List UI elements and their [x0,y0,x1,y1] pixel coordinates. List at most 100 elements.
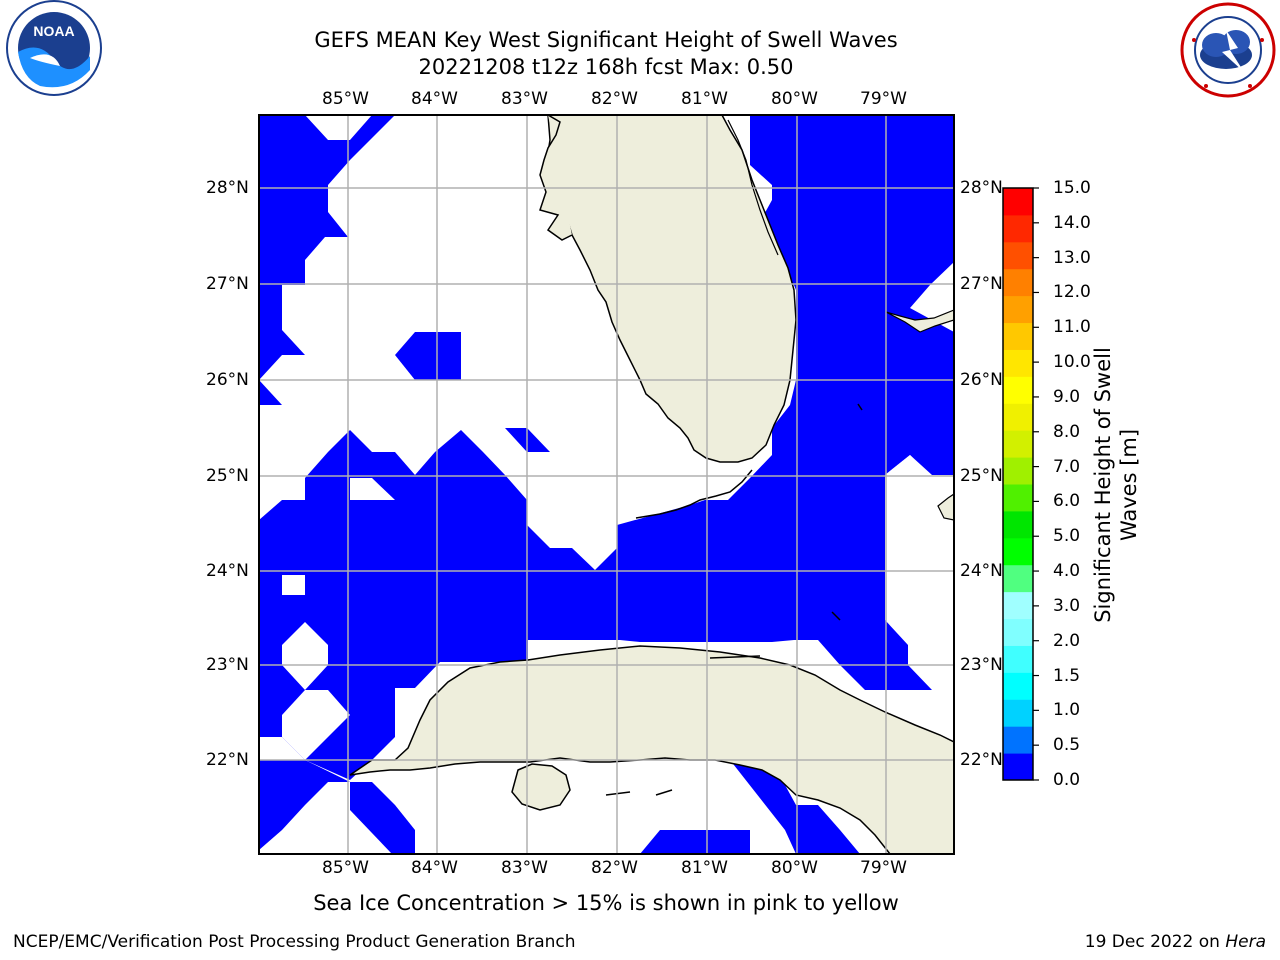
lon-label-bottom-82w: 82°W [591,858,638,878]
colorbar-tick-label: 1.5 [1053,665,1081,686]
colorbar-frame [1002,187,1034,781]
colorbar-tick-label: 9.0 [1053,386,1081,407]
colorbar-segment [1003,403,1033,431]
swell-region-east-atlantic [259,115,954,780]
colorbar-segment [1003,537,1033,566]
lat-label-left-26n: 26°N [206,370,249,390]
lat-label-right-28n: 28°N [960,178,1003,198]
colorbar-label-line1: Significant Height of Swell [1091,347,1115,623]
national-weather-service-logo [1180,2,1276,98]
chart-title-line2: 20221208 t12z 168h fcst Max: 0.50 [418,55,794,79]
lon-label-bottom-80w: 80°W [771,858,818,878]
svg-text:NOAA: NOAA [33,23,74,39]
florida-keys [635,469,753,519]
colorbar-segment [1003,188,1033,216]
colorbar-tick-label: 13.0 [1053,247,1091,268]
colorbar-segment [1003,295,1033,324]
lat-label-left-25n: 25°N [206,466,249,486]
swell-region-south-1 [259,760,350,850]
swell-region-north-tip [350,115,395,160]
small-cay-3 [605,791,631,796]
colorbar-segment [1003,241,1033,270]
lat-label-left-23n: 23°N [206,655,249,675]
colorbar-tick-label: 1.0 [1053,700,1081,721]
colorbar-segment [1003,376,1033,404]
lat-label-left-22n: 22°N [206,750,249,770]
lon-label-bottom-81w: 81°W [681,858,728,878]
swell-region-south-4 [730,760,860,854]
footer-host: Hera [1225,932,1266,952]
small-cay-2 [831,611,841,621]
cuba-landmass [349,645,954,854]
colorbar-tick-label: 5.0 [1053,526,1081,547]
lat-label-right-22n: 22°N [960,750,1003,770]
colorbar-tick-label: 6.0 [1053,491,1081,512]
lat-label-left-28n: 28°N [206,178,249,198]
lon-label-bottom-84w: 84°W [411,858,458,878]
colorbar-tick-label: 7.0 [1053,456,1081,477]
sea-ice-note: Sea Ice Concentration > 15% is shown in … [313,891,899,915]
noaa-logo: NOAA [6,0,102,96]
lon-label-top-82w: 82°W [591,89,638,109]
colorbar-tick-label: 10.0 [1053,352,1091,373]
colorbar-segment [1003,322,1033,350]
swell-region-south-3 [640,830,750,854]
chart-title-line1: GEFS MEAN Key West Significant Height of… [314,28,898,52]
colorbar-segment [1003,645,1033,673]
lon-label-top-83w: 83°W [501,89,548,109]
colorbar-tick-label: 3.0 [1053,595,1081,616]
colorbar-tick-label: 0.5 [1053,735,1081,756]
colorbar-segment [1003,699,1033,727]
colorbar-segment [1003,430,1033,458]
swell-region-south-2 [350,782,415,854]
colorbar-tick-label: 12.0 [1053,282,1091,303]
lat-label-right-27n: 27°N [960,274,1003,294]
swell-region-nw [259,115,350,380]
swell-field [259,115,954,854]
colorbar-segment [1003,214,1033,243]
colorbar-segment [1003,349,1033,377]
florida-landmass [545,115,797,463]
swell-region-west-edge [259,380,282,405]
footer-date: 19 Dec 2022 on Hera [1085,932,1266,952]
colorbar-tick-label: 4.0 [1053,561,1081,582]
lon-label-top-79w: 79°W [860,89,907,109]
colorbar-segment [1003,484,1033,512]
colorbar-tick-label: 15.0 [1053,178,1091,198]
small-cay-5 [709,655,761,659]
colorbar-tick-label: 14.0 [1053,212,1091,233]
colorbar-tick-label: 11.0 [1053,317,1091,338]
colorbar-segment [1003,672,1033,700]
colorbar-segment [1003,726,1033,754]
small-cay-1 [857,403,863,411]
bahamas-fragment-2 [937,493,954,521]
lat-label-left-24n: 24°N [206,561,249,581]
footer-producer: NCEP/EMC/Verification Post Processing Pr… [13,932,576,952]
small-cay-4 [655,789,673,796]
lat-label-right-24n: 24°N [960,561,1003,581]
colorbar-segment [1003,564,1033,593]
swell-region-island-patch [395,332,461,380]
colorbar-segment [1003,510,1033,539]
colorbar-label-line2: Waves [m] [1117,428,1141,542]
footer-date-text: 19 Dec 2022 on [1084,932,1226,952]
calm-water-holes [282,455,932,760]
colorbar-segment [1003,618,1033,646]
lat-label-left-27n: 27°N [206,274,249,294]
map-gridlines [259,115,954,854]
colorbar [1003,187,1039,781]
florida-panhandle-edge [539,115,573,241]
lon-label-top-84w: 84°W [411,89,458,109]
lon-label-top-85w: 85°W [322,89,369,109]
colorbar-tick-label: 2.0 [1053,630,1081,651]
lon-label-bottom-79w: 79°W [860,858,907,878]
colorbar-segment [1003,457,1033,485]
colorbar-segment [1003,753,1033,781]
florida-east-coast-lagoon [727,119,779,256]
colorbar-tick-label: 0.0 [1053,770,1081,790]
lon-label-top-80w: 80°W [771,89,818,109]
lat-label-right-23n: 23°N [960,655,1003,675]
lon-label-bottom-83w: 83°W [501,858,548,878]
bahamas-fragment-1 [885,309,954,333]
